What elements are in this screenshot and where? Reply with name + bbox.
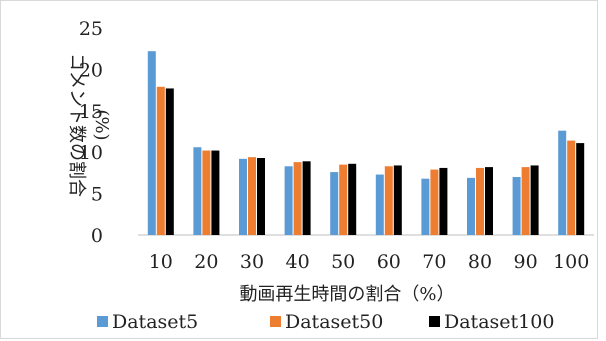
x-tick-label: 30 [240, 251, 264, 273]
bar-dataset5-70 [421, 178, 430, 235]
bar-dataset5-90 [512, 177, 521, 235]
bar-dataset100-20 [211, 150, 220, 235]
legend-swatch-dataset5 [97, 316, 108, 327]
x-tick-label: 60 [377, 251, 401, 273]
x-axis-title: 動画再生時間の割合（%） [239, 284, 454, 305]
legend: Dataset5 Dataset50 Dataset100 [97, 311, 554, 333]
y-axis-unit: (%) [91, 109, 112, 140]
y-axis-title: コメント数の割合 [66, 53, 87, 197]
bar-dataset50-100 [567, 140, 576, 235]
legend-label-dataset100: Dataset100 [444, 311, 554, 333]
bar-dataset50-90 [521, 167, 530, 235]
bar-dataset50-80 [476, 167, 484, 235]
bar-dataset5-10 [147, 51, 156, 236]
bar-dataset50-20 [202, 150, 211, 235]
bar-dataset5-30 [239, 158, 247, 235]
y-tick-label: 20 [79, 59, 103, 81]
x-tick-label: 100 [553, 251, 589, 273]
legend-label-dataset50: Dataset50 [285, 311, 383, 333]
x-axis: 10 20 30 40 50 60 70 80 90 100 [149, 251, 590, 273]
bar-dataset100-40 [302, 161, 311, 235]
bar-dataset50-10 [156, 86, 165, 236]
x-tick-label: 20 [194, 251, 218, 273]
x-tick-label: 50 [331, 251, 355, 273]
y-tick-label: 15 [79, 101, 103, 123]
legend-swatch-dataset50 [270, 316, 281, 327]
bar-dataset50-40 [293, 162, 302, 235]
y-tick-label: 5 [91, 184, 103, 206]
legend-swatch-dataset100 [429, 316, 440, 327]
bar-dataset50-60 [384, 166, 393, 235]
bar-dataset50-30 [248, 157, 256, 235]
bar-dataset5-80 [467, 177, 475, 235]
x-tick-label: 80 [468, 251, 492, 273]
y-tick-label: 10 [79, 142, 103, 164]
bar-dataset100-90 [530, 165, 539, 235]
bar-dataset100-100 [576, 143, 585, 235]
bar-dataset100-30 [257, 157, 265, 235]
y-tick-label: 25 [79, 18, 103, 40]
bar-dataset100-80 [485, 167, 493, 235]
bar-dataset5-60 [375, 174, 384, 235]
x-tick-label: 70 [422, 251, 446, 273]
y-axis: 0 5 10 15 20 25 [79, 18, 103, 247]
bar-dataset5-50 [330, 172, 339, 235]
bar-dataset100-50 [348, 163, 357, 235]
bars [147, 51, 585, 236]
x-tick-label: 90 [514, 251, 538, 273]
bar-dataset5-100 [558, 130, 567, 235]
y-tick-label: 0 [91, 225, 103, 247]
bar-dataset100-60 [393, 165, 402, 235]
x-tick-label: 10 [149, 251, 173, 273]
legend-label-dataset5: Dataset5 [112, 311, 198, 333]
bar-dataset100-10 [165, 88, 174, 235]
bar-dataset50-70 [430, 169, 439, 235]
bar-dataset100-70 [439, 167, 448, 235]
bar-dataset5-20 [193, 147, 202, 235]
bar-dataset50-50 [339, 164, 348, 235]
bar-dataset5-40 [284, 166, 293, 235]
x-tick-label: 40 [286, 251, 310, 273]
